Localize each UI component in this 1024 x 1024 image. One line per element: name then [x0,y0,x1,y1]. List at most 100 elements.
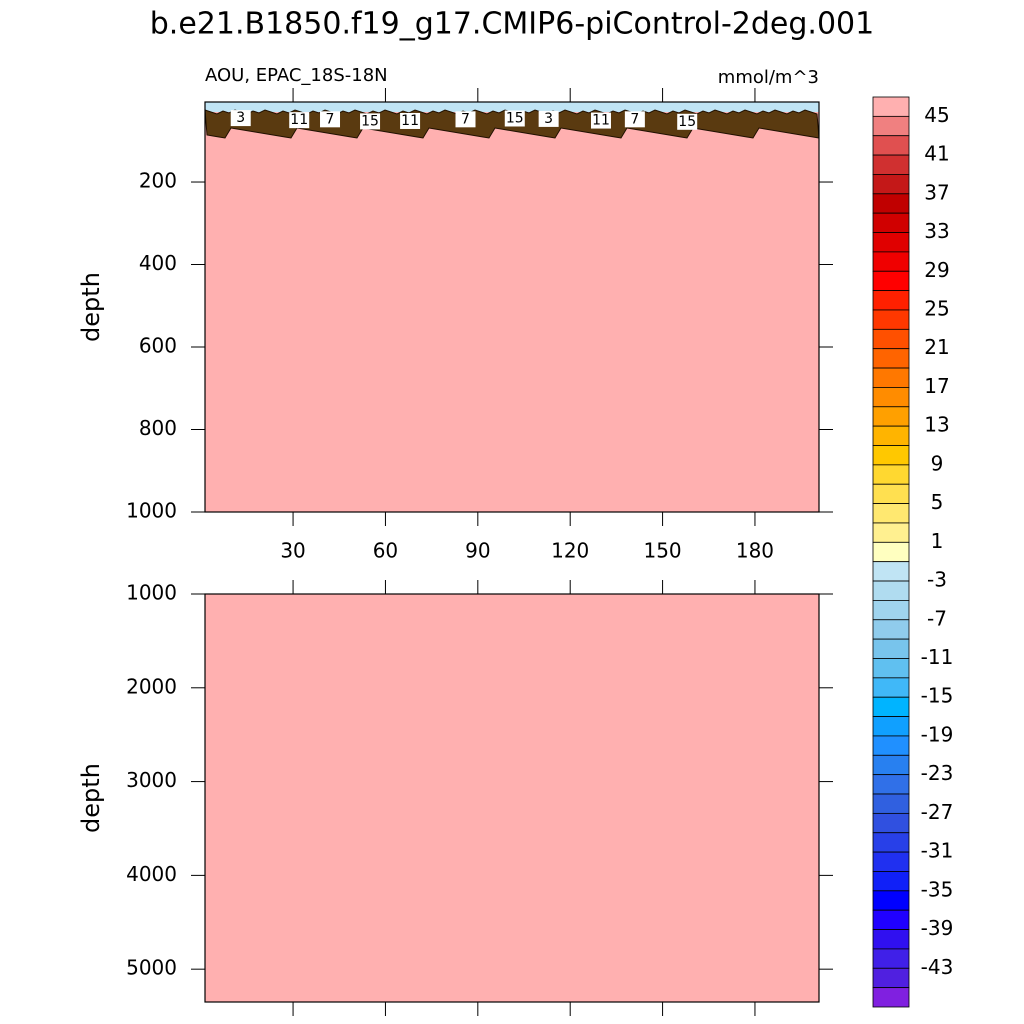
colorbar-label: 1 [931,529,944,553]
subtitle-right: mmol/m^3 [718,67,819,88]
contour-label-box [590,112,611,129]
colorbar-box [872,115,910,137]
colorbar-box [872,929,910,950]
colorbar-box [872,677,910,698]
colorbar-label: 45 [924,103,949,127]
colorbar-label: -3 [927,568,947,592]
x-tick-label: 180 [736,539,774,563]
colorbar-box [872,503,910,524]
colorbar-label: -35 [921,877,954,901]
contour-label: 3 [544,111,553,127]
colorbar-label: 37 [924,180,949,204]
colorbar-box [872,561,910,582]
contour-label: 15 [678,114,696,130]
colorbar-label: -15 [921,684,954,708]
contour-label: 11 [592,113,610,129]
y-tick-label: 1000 [126,581,177,605]
colorbar-box [872,871,910,892]
colorbar-box [872,716,910,737]
contour-label-box [677,113,698,130]
colorbar-box [872,812,910,834]
colorbar-box [872,309,910,330]
colorbar-box [872,464,910,485]
contour-label-box [400,112,421,129]
colorbar-label: -19 [921,722,954,746]
colorbar-box [872,541,910,563]
colorbar-box [872,580,910,601]
colorbar-box [872,367,910,388]
colorbar-box [872,967,910,989]
x-tick-label: 60 [373,539,398,563]
colorbar-box [872,987,910,1008]
colorbar-box [872,348,910,369]
colorbar-box [872,658,910,679]
colorbar-box [872,638,910,659]
figure-title: b.e21.B1850.f19_g17.CMIP6-piControl-2deg… [150,7,874,42]
surface-layer [205,102,819,112]
colorbar-box [872,154,910,175]
colorbar-box [872,425,910,446]
colorbar-box [872,619,910,640]
y-tick-label: 400 [139,251,177,275]
colorbar-box [872,406,910,427]
y-axis-label: depth [77,763,105,833]
colorbar-box [872,135,910,156]
colorbar-box [872,251,910,272]
colorbar-box [872,793,910,814]
colorbar-box [872,522,910,543]
colorbar-box [872,174,910,195]
colorbar-label: -27 [921,800,954,824]
contour-fill [205,102,819,512]
colorbar-box [872,96,910,117]
colorbar-label: 29 [924,258,949,282]
y-tick-label: 3000 [126,768,177,792]
colorbar-box [872,735,910,756]
colorbar-label: 41 [924,142,949,166]
x-tick-label: 150 [643,539,681,563]
y-tick-label: 2000 [126,674,177,698]
colorbar-label: -39 [921,916,954,940]
colorbar-box [872,212,910,233]
colorbar-box [872,328,910,350]
contour-label: 15 [361,113,379,129]
contour-label: 7 [630,111,639,127]
contour-label: 15 [506,110,524,126]
colorbar-box [872,832,910,853]
contour-fill [205,594,819,1002]
colorbar-box [872,232,910,253]
contour-label-box [320,111,341,128]
contour-label-box [538,110,559,127]
colorbar-box [872,483,910,504]
colorbar-label: 33 [924,219,949,243]
colorbar-label: 13 [924,413,949,437]
contour-label-box [455,111,476,128]
colorbar-box [872,774,910,795]
colorbar-label: 5 [931,490,944,514]
colorbar-box [872,445,910,466]
y-tick-label: 600 [139,334,177,358]
contour-label: 11 [401,113,419,129]
colorbar-box [872,387,910,408]
colorbar-label: -23 [921,761,954,785]
colorbar-label: 9 [931,451,944,475]
x-tick-label: 120 [551,539,589,563]
colorbar-box [872,696,910,717]
plot-frame [204,101,820,513]
colorbar-box [872,193,910,214]
colorbar-box [872,270,910,292]
colorbar-label: -11 [921,645,954,669]
colorbar-label: 17 [924,374,949,398]
colorbar-box [872,948,910,969]
y-tick-label: 5000 [126,956,177,980]
contour-label-box [289,112,310,129]
colorbar-label: 25 [924,296,949,320]
colorbar-label: 21 [924,335,949,359]
y-tick-label: 4000 [126,862,177,886]
colorbar-box [872,851,910,872]
colorbar-box [872,890,910,911]
contour-label: 11 [290,112,308,128]
colorbar-label: -31 [921,839,954,863]
colorbar-box [872,754,910,776]
y-tick-label: 200 [139,169,177,193]
